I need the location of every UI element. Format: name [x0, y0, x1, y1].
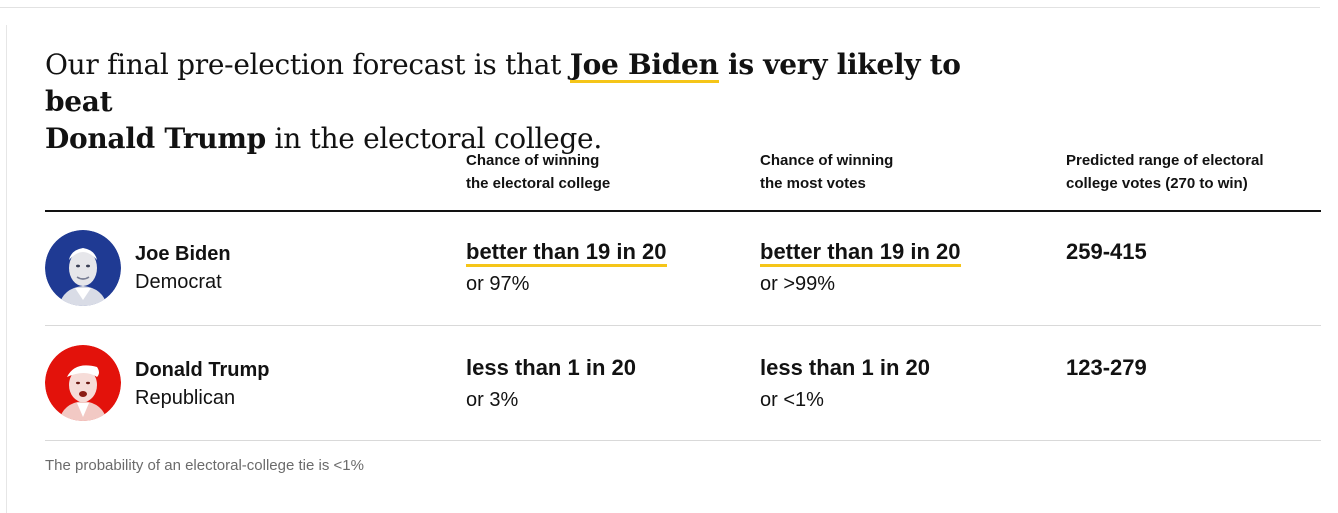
- biden-electoral-chance: better than 19 in 20: [466, 239, 667, 267]
- row-divider: [45, 325, 1321, 326]
- headline-winner: Joe Biden: [569, 48, 719, 83]
- trump-avatar: [45, 345, 121, 421]
- headline-text-1: Our final pre-election forecast is that: [45, 48, 570, 81]
- headline: Our final pre-election forecast is that …: [45, 46, 1005, 157]
- trump-electoral-pct: or 3%: [466, 389, 519, 411]
- headline-text-3: in the electoral college.: [265, 122, 603, 155]
- trump-electoral-chance: less than 1 in 20: [466, 355, 636, 380]
- top-divider: [0, 7, 1320, 8]
- candidate-name: Donald Trump: [135, 359, 270, 381]
- column-header-popular: Chance of winning the most votes: [760, 152, 894, 192]
- left-divider: [6, 25, 7, 513]
- headline-text-2: is very likely to beat: [45, 48, 961, 118]
- biden-popular-pct: or >99%: [760, 273, 836, 295]
- header-divider: [45, 210, 1321, 212]
- candidate-party: Democrat: [135, 271, 222, 293]
- biden-electoral-pct: or 97%: [466, 273, 530, 295]
- column-header-range: Predicted range of electoral college vot…: [1066, 152, 1264, 192]
- headline-loser: Donald Trump: [45, 122, 266, 155]
- biden-popular-chance: better than 19 in 20: [760, 239, 961, 267]
- footnote: The probability of an electoral-college …: [45, 457, 364, 474]
- biden-avatar: [45, 230, 121, 306]
- column-header-electoral: Chance of winning the electoral college: [466, 152, 611, 192]
- table-bottom-divider: [45, 440, 1321, 441]
- candidate-party: Republican: [135, 387, 236, 409]
- candidate-name: Joe Biden: [135, 243, 231, 265]
- trump-popular-pct: or <1%: [760, 389, 824, 411]
- trump-vote-range: 123-279: [1066, 355, 1147, 380]
- biden-vote-range: 259-415: [1066, 239, 1147, 264]
- trump-popular-chance: less than 1 in 20: [760, 355, 930, 380]
